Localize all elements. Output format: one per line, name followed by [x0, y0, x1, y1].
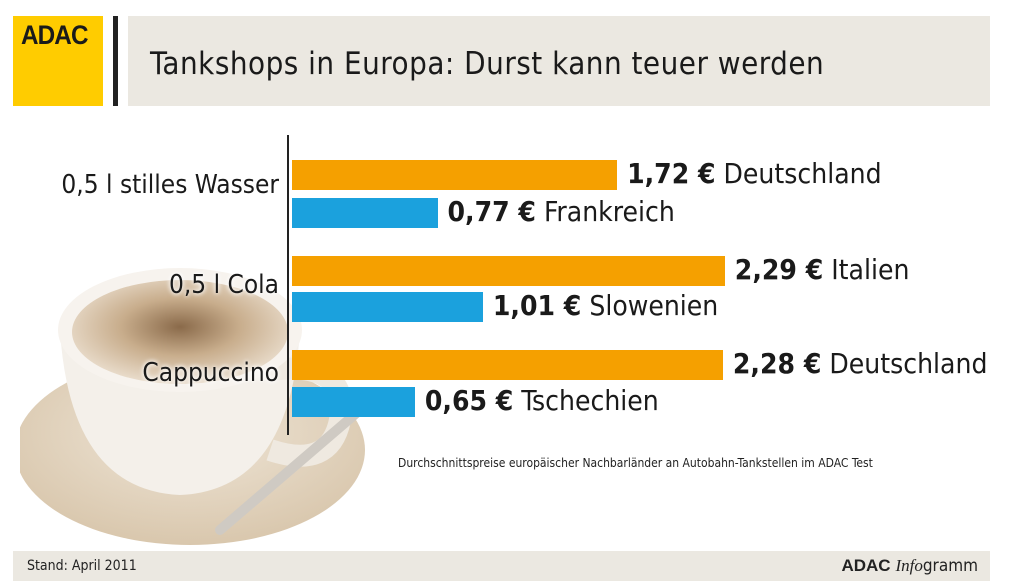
bar-low — [292, 387, 415, 417]
price-value: 1,72 € — [627, 157, 716, 190]
country-label: Italien — [823, 253, 910, 286]
adac-logo: ADAC — [13, 16, 103, 106]
country-label: Frankreich — [535, 195, 675, 228]
brand-label: ADAC Infogramm — [841, 556, 978, 576]
country-label: Tschechien — [513, 384, 659, 417]
category-label: 0,5 l stilles Wasser — [61, 170, 279, 200]
country-label: Deutschland — [715, 157, 882, 190]
cappuccino-cup-image — [20, 268, 365, 545]
bar-data-label: 1,72 € Deutschland — [627, 157, 882, 190]
price-value: 2,29 € — [734, 253, 824, 286]
page-title: Tankshops in Europa: Durst kann teuer we… — [150, 46, 825, 82]
bar-low — [292, 292, 483, 322]
category-label: 0,5 l Cola — [168, 270, 279, 300]
chart-annotation: Durchschnittspreise europäischer Nachbar… — [398, 456, 873, 470]
price-value: 2,28 € — [732, 347, 822, 380]
footer: Stand: April 2011 ADAC Infogramm — [13, 551, 990, 581]
price-value: 0,77 € — [447, 195, 536, 228]
bar-high — [292, 350, 723, 380]
bar-data-label: 1,01 € Slowenien — [493, 289, 718, 322]
country-label: Slowenien — [581, 289, 719, 322]
bar-low — [292, 198, 438, 228]
bar-data-label: 2,28 € Deutschland — [733, 347, 988, 380]
stand-date: Stand: April 2011 — [27, 558, 137, 574]
chart-axis — [287, 135, 289, 435]
bar-data-label: 0,77 € Frankreich — [448, 195, 675, 228]
title-bar: Tankshops in Europa: Durst kann teuer we… — [128, 16, 990, 106]
country-label: Deutschland — [821, 347, 988, 380]
price-value: 0,65 € — [424, 384, 514, 417]
category-label: Cappuccino — [142, 358, 279, 388]
bar-data-label: 2,29 € Italien — [735, 253, 910, 286]
bar-high — [292, 160, 618, 190]
divider — [113, 16, 118, 106]
bar-data-label: 0,65 € Tschechien — [425, 384, 659, 417]
price-value: 1,01 € — [492, 289, 582, 322]
bar-high — [292, 256, 725, 286]
